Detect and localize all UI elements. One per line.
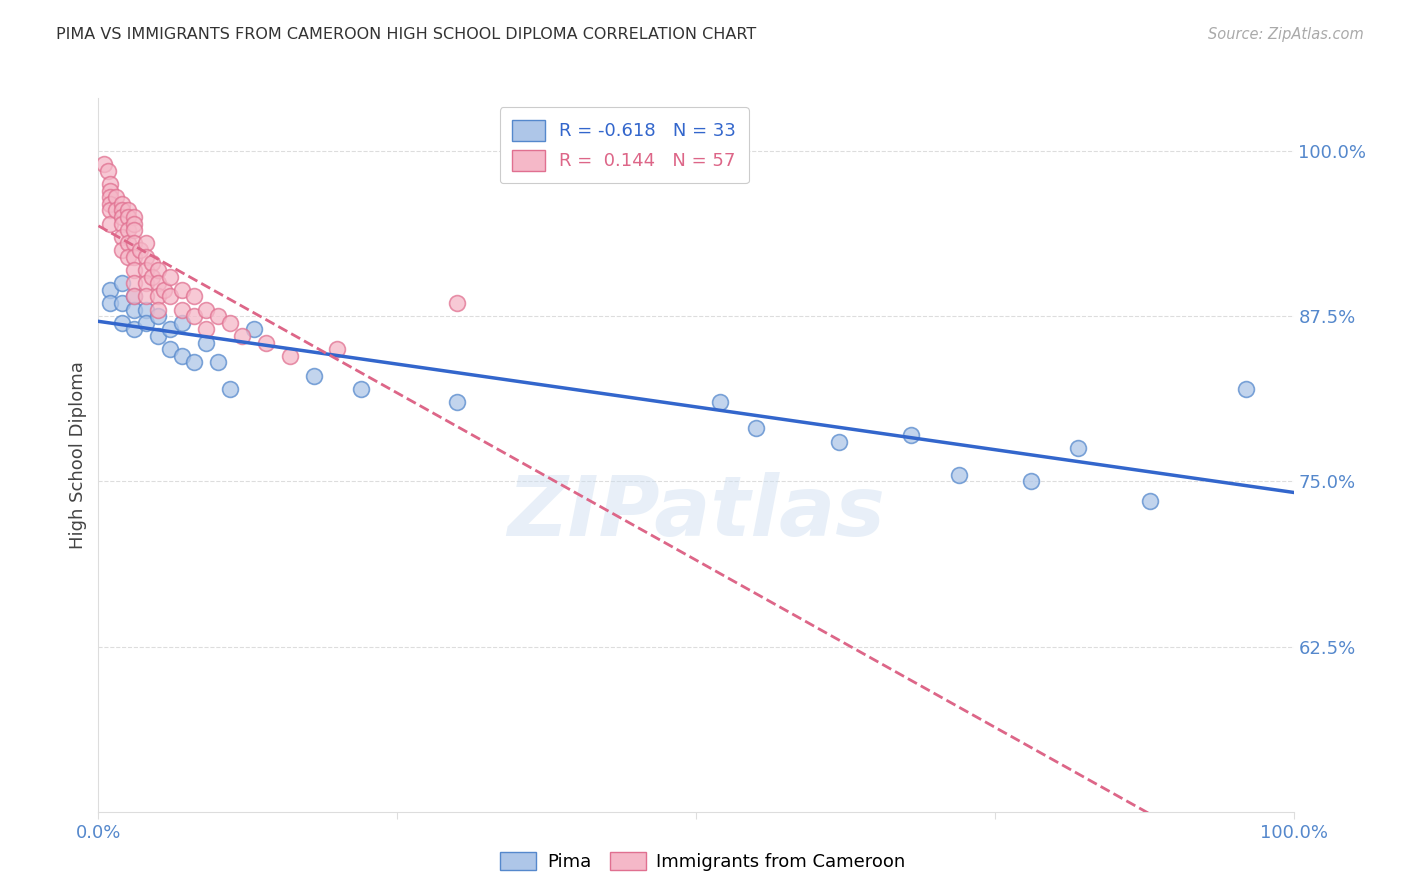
Text: PIMA VS IMMIGRANTS FROM CAMEROON HIGH SCHOOL DIPLOMA CORRELATION CHART: PIMA VS IMMIGRANTS FROM CAMEROON HIGH SC…: [56, 27, 756, 42]
Point: [124, 210, 146, 224]
Point: [117, 203, 139, 218]
Point: [124, 217, 146, 231]
Point: [183, 355, 205, 369]
Point: [350, 382, 373, 396]
Point: [124, 250, 146, 264]
Point: [326, 342, 349, 356]
Point: [207, 309, 229, 323]
Point: [124, 322, 146, 336]
Point: [135, 250, 157, 264]
Point: [194, 302, 217, 317]
Point: [98, 190, 122, 204]
Point: [194, 335, 217, 350]
Legend: R = -0.618   N = 33, R =  0.144   N = 57: R = -0.618 N = 33, R = 0.144 N = 57: [499, 107, 749, 183]
Point: [98, 177, 122, 191]
Point: [111, 296, 134, 310]
Point: [117, 250, 139, 264]
Point: [159, 289, 181, 303]
Point: [117, 236, 139, 251]
Point: [141, 256, 163, 270]
Legend: Pima, Immigrants from Cameroon: Pima, Immigrants from Cameroon: [494, 845, 912, 879]
Point: [159, 269, 181, 284]
Text: Source: ZipAtlas.com: Source: ZipAtlas.com: [1208, 27, 1364, 42]
Point: [148, 309, 170, 323]
Point: [111, 210, 134, 224]
Point: [98, 197, 122, 211]
Point: [124, 263, 146, 277]
Point: [98, 283, 122, 297]
Point: [124, 289, 146, 303]
Point: [111, 230, 134, 244]
Point: [105, 190, 128, 204]
Point: [148, 289, 170, 303]
Point: [446, 395, 468, 409]
Point: [159, 322, 181, 336]
Point: [98, 203, 122, 218]
Point: [446, 296, 468, 310]
Point: [111, 243, 134, 257]
Point: [111, 316, 134, 330]
Point: [219, 382, 242, 396]
Point: [828, 434, 851, 449]
Point: [172, 316, 194, 330]
Point: [1234, 382, 1257, 396]
Point: [148, 263, 170, 277]
Point: [194, 322, 217, 336]
Point: [159, 342, 181, 356]
Point: [172, 349, 194, 363]
Point: [135, 263, 157, 277]
Point: [172, 283, 194, 297]
Point: [1139, 494, 1161, 508]
Point: [129, 243, 152, 257]
Point: [111, 217, 134, 231]
Point: [207, 355, 229, 369]
Point: [124, 289, 146, 303]
Point: [98, 184, 122, 198]
Point: [135, 236, 157, 251]
Point: [172, 302, 194, 317]
Point: [135, 276, 157, 290]
Point: [148, 329, 170, 343]
Point: [117, 210, 139, 224]
Point: [278, 349, 301, 363]
Point: [183, 309, 205, 323]
Point: [124, 236, 146, 251]
Point: [141, 269, 163, 284]
Point: [124, 302, 146, 317]
Point: [243, 322, 266, 336]
Point: [124, 223, 146, 237]
Point: [900, 428, 922, 442]
Text: ZIPatlas: ZIPatlas: [508, 472, 884, 552]
Point: [98, 217, 122, 231]
Point: [117, 223, 139, 237]
Point: [98, 296, 122, 310]
Point: [153, 283, 176, 297]
Point: [111, 276, 134, 290]
Point: [231, 329, 253, 343]
Point: [219, 316, 242, 330]
Point: [111, 203, 134, 218]
Point: [105, 203, 128, 218]
Point: [709, 395, 731, 409]
Point: [148, 302, 170, 317]
Point: [135, 302, 157, 317]
Point: [148, 276, 170, 290]
Point: [183, 289, 205, 303]
Point: [254, 335, 277, 350]
Point: [1019, 475, 1042, 489]
Point: [1067, 442, 1090, 456]
Point: [745, 421, 768, 435]
Point: [93, 157, 115, 171]
Point: [135, 316, 157, 330]
Point: [124, 276, 146, 290]
Y-axis label: High School Diploma: High School Diploma: [69, 361, 87, 549]
Point: [135, 289, 157, 303]
Point: [302, 368, 325, 383]
Point: [111, 197, 134, 211]
Point: [97, 163, 120, 178]
Point: [948, 467, 970, 482]
